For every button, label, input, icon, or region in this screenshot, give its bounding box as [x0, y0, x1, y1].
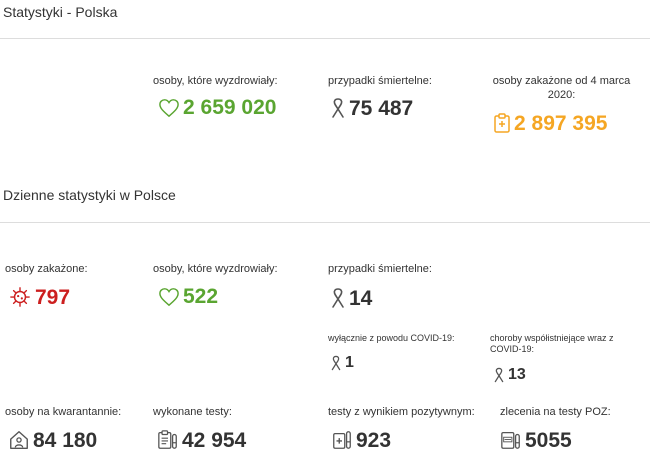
- deaths-covid-only-stat: 1: [330, 355, 354, 371]
- ribbon-icon: [330, 355, 342, 371]
- tests-done-stat: 42 954: [157, 429, 246, 451]
- divider-poland: [0, 38, 650, 39]
- tests-done-label: wykonane testy:: [153, 406, 232, 418]
- deaths-daily-label: przypadki śmiertelne:: [328, 263, 432, 275]
- recovered-total-label: osoby, które wyzdrowiały:: [153, 75, 278, 87]
- section-title-poland: Statystyki - Polska: [3, 4, 118, 20]
- clipboard-medical-icon: [493, 112, 511, 134]
- infected-total-label: osoby zakażone od 4 marca 2020:: [492, 75, 631, 101]
- infected-total-value: 2 897 395: [514, 111, 608, 135]
- deaths-comorbid-label: choroby współistniejące wraz z COVID-19:: [490, 333, 614, 354]
- heart-icon: [158, 287, 180, 307]
- ribbon-icon: [493, 367, 505, 383]
- deaths-daily-value: 14: [349, 286, 373, 310]
- recovered-daily-label: osoby, które wyzdrowiały:: [153, 263, 278, 275]
- infected-total-stat: 2 897 395: [493, 112, 607, 134]
- tests-done-value: 42 954: [182, 428, 247, 452]
- deaths-covid-only-label: wyłącznie z powodu COVID-19:: [328, 333, 455, 343]
- quarantine-stat: 84 180: [8, 429, 97, 451]
- deaths-daily-stat: 14: [330, 287, 372, 309]
- poz-test-icon: [500, 429, 522, 451]
- test-positive-icon: [331, 429, 353, 451]
- deaths-comorbid-stat: 13: [493, 367, 526, 383]
- tests-positive-label: testy z wynikiem pozytywnym:: [328, 406, 475, 418]
- deaths-covid-only-value: 1: [345, 354, 354, 371]
- recovered-total-stat: 2 659 020: [158, 97, 276, 118]
- recovered-total-value: 2 659 020: [183, 96, 277, 119]
- deaths-comorbid-value: 13: [508, 366, 526, 383]
- house-person-icon: [8, 429, 30, 451]
- clipboard-test-tube-icon: [157, 429, 179, 451]
- poz-orders-label: zlecenia na testy POZ:: [500, 406, 611, 418]
- section-title-daily: Dzienne statystyki w Polsce: [3, 187, 176, 203]
- infected-daily-stat: 797: [8, 286, 70, 308]
- recovered-daily-stat: 522: [158, 286, 218, 307]
- infected-daily-value: 797: [35, 285, 71, 309]
- quarantine-label: osoby na kwarantannie:: [5, 406, 122, 418]
- poz-orders-stat: 5055: [500, 429, 572, 451]
- virus-icon: [8, 286, 32, 308]
- poz-orders-value: 5055: [525, 428, 572, 452]
- recovered-daily-value: 522: [183, 285, 219, 308]
- infected-daily-label: osoby zakażone:: [5, 263, 88, 275]
- heart-icon: [158, 98, 180, 118]
- deaths-total-label: przypadki śmiertelne:: [328, 75, 432, 87]
- tests-positive-stat: 923: [331, 429, 391, 451]
- ribbon-icon: [330, 287, 346, 309]
- deaths-total-stat: 75 487: [330, 97, 413, 119]
- quarantine-value: 84 180: [33, 428, 98, 452]
- tests-positive-value: 923: [356, 428, 392, 452]
- ribbon-icon: [330, 97, 346, 119]
- divider-daily: [0, 222, 650, 223]
- deaths-total-value: 75 487: [349, 96, 414, 120]
